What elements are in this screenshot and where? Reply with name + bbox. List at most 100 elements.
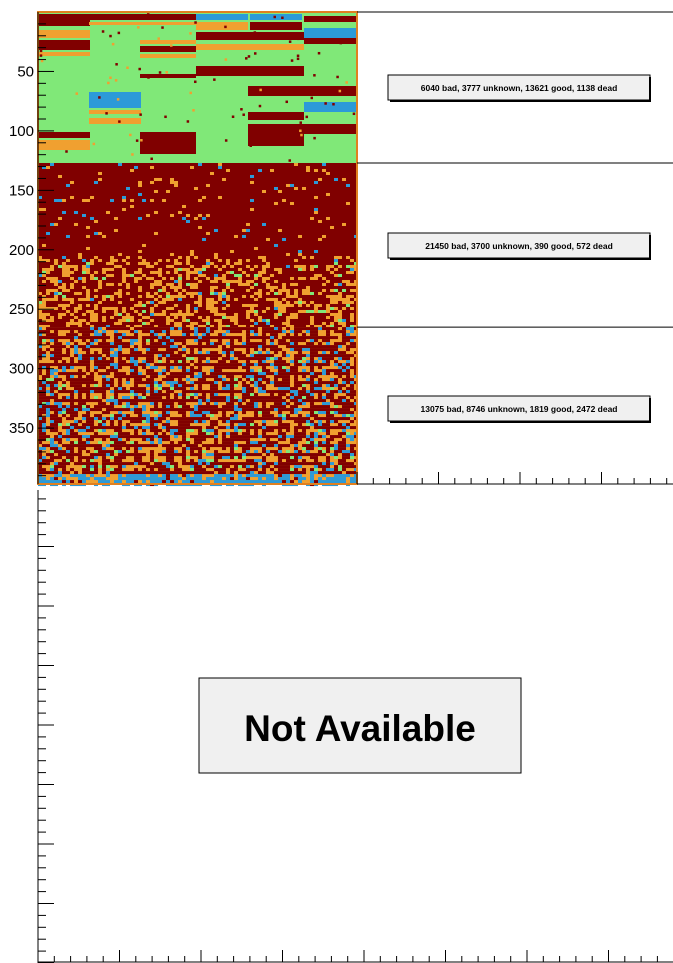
section-3-cell — [70, 480, 74, 484]
section-3-cell — [338, 387, 342, 391]
section-3-cell — [110, 396, 114, 400]
section-3-cell — [114, 342, 118, 346]
section-2-cell — [206, 297, 210, 301]
section-2-cell — [326, 216, 330, 220]
section-1-block — [304, 38, 357, 44]
section-2-cell — [210, 279, 214, 283]
section-3-cell — [330, 477, 334, 481]
section-3-cell — [126, 462, 130, 466]
section-2-cell — [150, 276, 154, 280]
section-3-cell — [290, 393, 294, 397]
section-2-cell — [250, 207, 254, 211]
section-3-cell — [226, 354, 230, 358]
section-3-cell — [102, 426, 106, 430]
section-1-speckle — [40, 59, 44, 63]
section-2-cell — [146, 315, 150, 319]
section-2-cell — [194, 216, 198, 220]
section-3-cell — [302, 399, 306, 403]
section-3-cell — [274, 330, 278, 334]
section-3-cell — [270, 435, 274, 439]
section-3-cell — [254, 426, 258, 430]
section-2-cell — [162, 285, 166, 289]
section-3-cell — [198, 330, 202, 334]
section-3-cell — [126, 447, 130, 451]
section-3-cell — [286, 477, 290, 481]
section-3-cell — [214, 468, 218, 472]
section-3-cell — [286, 459, 290, 463]
section-3-cell — [134, 387, 138, 391]
section-3-cell — [82, 462, 86, 466]
section-2-cell — [246, 309, 250, 313]
section-2-cell — [66, 267, 70, 271]
section-3-cell — [38, 390, 42, 394]
section-3-cell — [78, 336, 82, 340]
section-3-cell — [170, 474, 174, 478]
section-2-cell — [266, 297, 270, 301]
section-2-cell — [318, 309, 322, 313]
section-3-cell — [206, 435, 210, 439]
section-3-cell — [278, 456, 282, 460]
section-2-cell — [346, 294, 350, 298]
section-3-cell — [90, 375, 94, 379]
section-3-cell — [70, 378, 74, 382]
section-3-cell — [98, 429, 102, 433]
section-3-cell — [314, 480, 318, 484]
section-3-cell — [158, 387, 162, 391]
section-2-cell — [214, 285, 218, 289]
section-3-cell — [186, 336, 190, 340]
section-3-cell — [70, 336, 74, 340]
section-3-cell — [258, 396, 262, 400]
section-3-cell — [342, 339, 346, 343]
section-3-cell — [282, 462, 286, 466]
section-3-cell — [38, 372, 42, 376]
section-3-cell — [246, 342, 250, 346]
section-3-cell — [310, 447, 314, 451]
section-2-cell — [298, 264, 302, 268]
section-2-cell — [302, 186, 306, 190]
section-3-cell — [134, 399, 138, 403]
section-3-cell — [42, 411, 46, 415]
section-3-cell — [134, 372, 138, 376]
section-2-cell — [82, 276, 86, 280]
section-3-cell — [150, 345, 154, 349]
section-2-cell — [194, 321, 198, 325]
section-3-cell — [342, 408, 346, 412]
section-3-cell — [202, 399, 206, 403]
section-3-cell — [162, 405, 166, 409]
section-3-cell — [110, 402, 114, 406]
section-3-cell — [246, 327, 250, 331]
section-2-cell — [330, 324, 334, 328]
section-3-cell — [162, 336, 166, 340]
section-2-cell — [62, 261, 66, 265]
section-2-cell — [222, 306, 226, 310]
section-3-cell — [54, 474, 58, 478]
section-3-cell — [350, 327, 354, 331]
section-3-cell — [122, 456, 126, 460]
section-3-cell — [42, 420, 46, 424]
section-2-cell — [190, 249, 194, 253]
section-3-cell — [90, 336, 94, 340]
section-3-cell — [182, 405, 186, 409]
section-3-cell — [66, 327, 70, 331]
section-3-cell — [86, 450, 90, 454]
section-3-cell — [206, 447, 210, 451]
section-3-cell — [310, 453, 314, 457]
section-3-cell — [298, 354, 302, 358]
section-3-cell — [350, 402, 354, 406]
section-3-cell — [246, 471, 250, 475]
section-3-cell — [238, 405, 242, 409]
section-3-cell — [282, 414, 286, 418]
section-3-cell — [318, 363, 322, 367]
section-2-cell — [162, 198, 166, 202]
section-3-cell — [262, 357, 266, 361]
section-3-cell — [70, 375, 74, 379]
section-3-cell — [122, 327, 126, 331]
section-3-cell — [222, 417, 226, 421]
section-2-cell — [230, 279, 234, 283]
section-3-cell — [346, 450, 350, 454]
section-3-cell — [58, 423, 62, 427]
section-3-cell — [266, 408, 270, 412]
section-2-cell — [278, 288, 282, 292]
section-3-cell — [322, 474, 326, 478]
section-3-cell — [154, 405, 158, 409]
